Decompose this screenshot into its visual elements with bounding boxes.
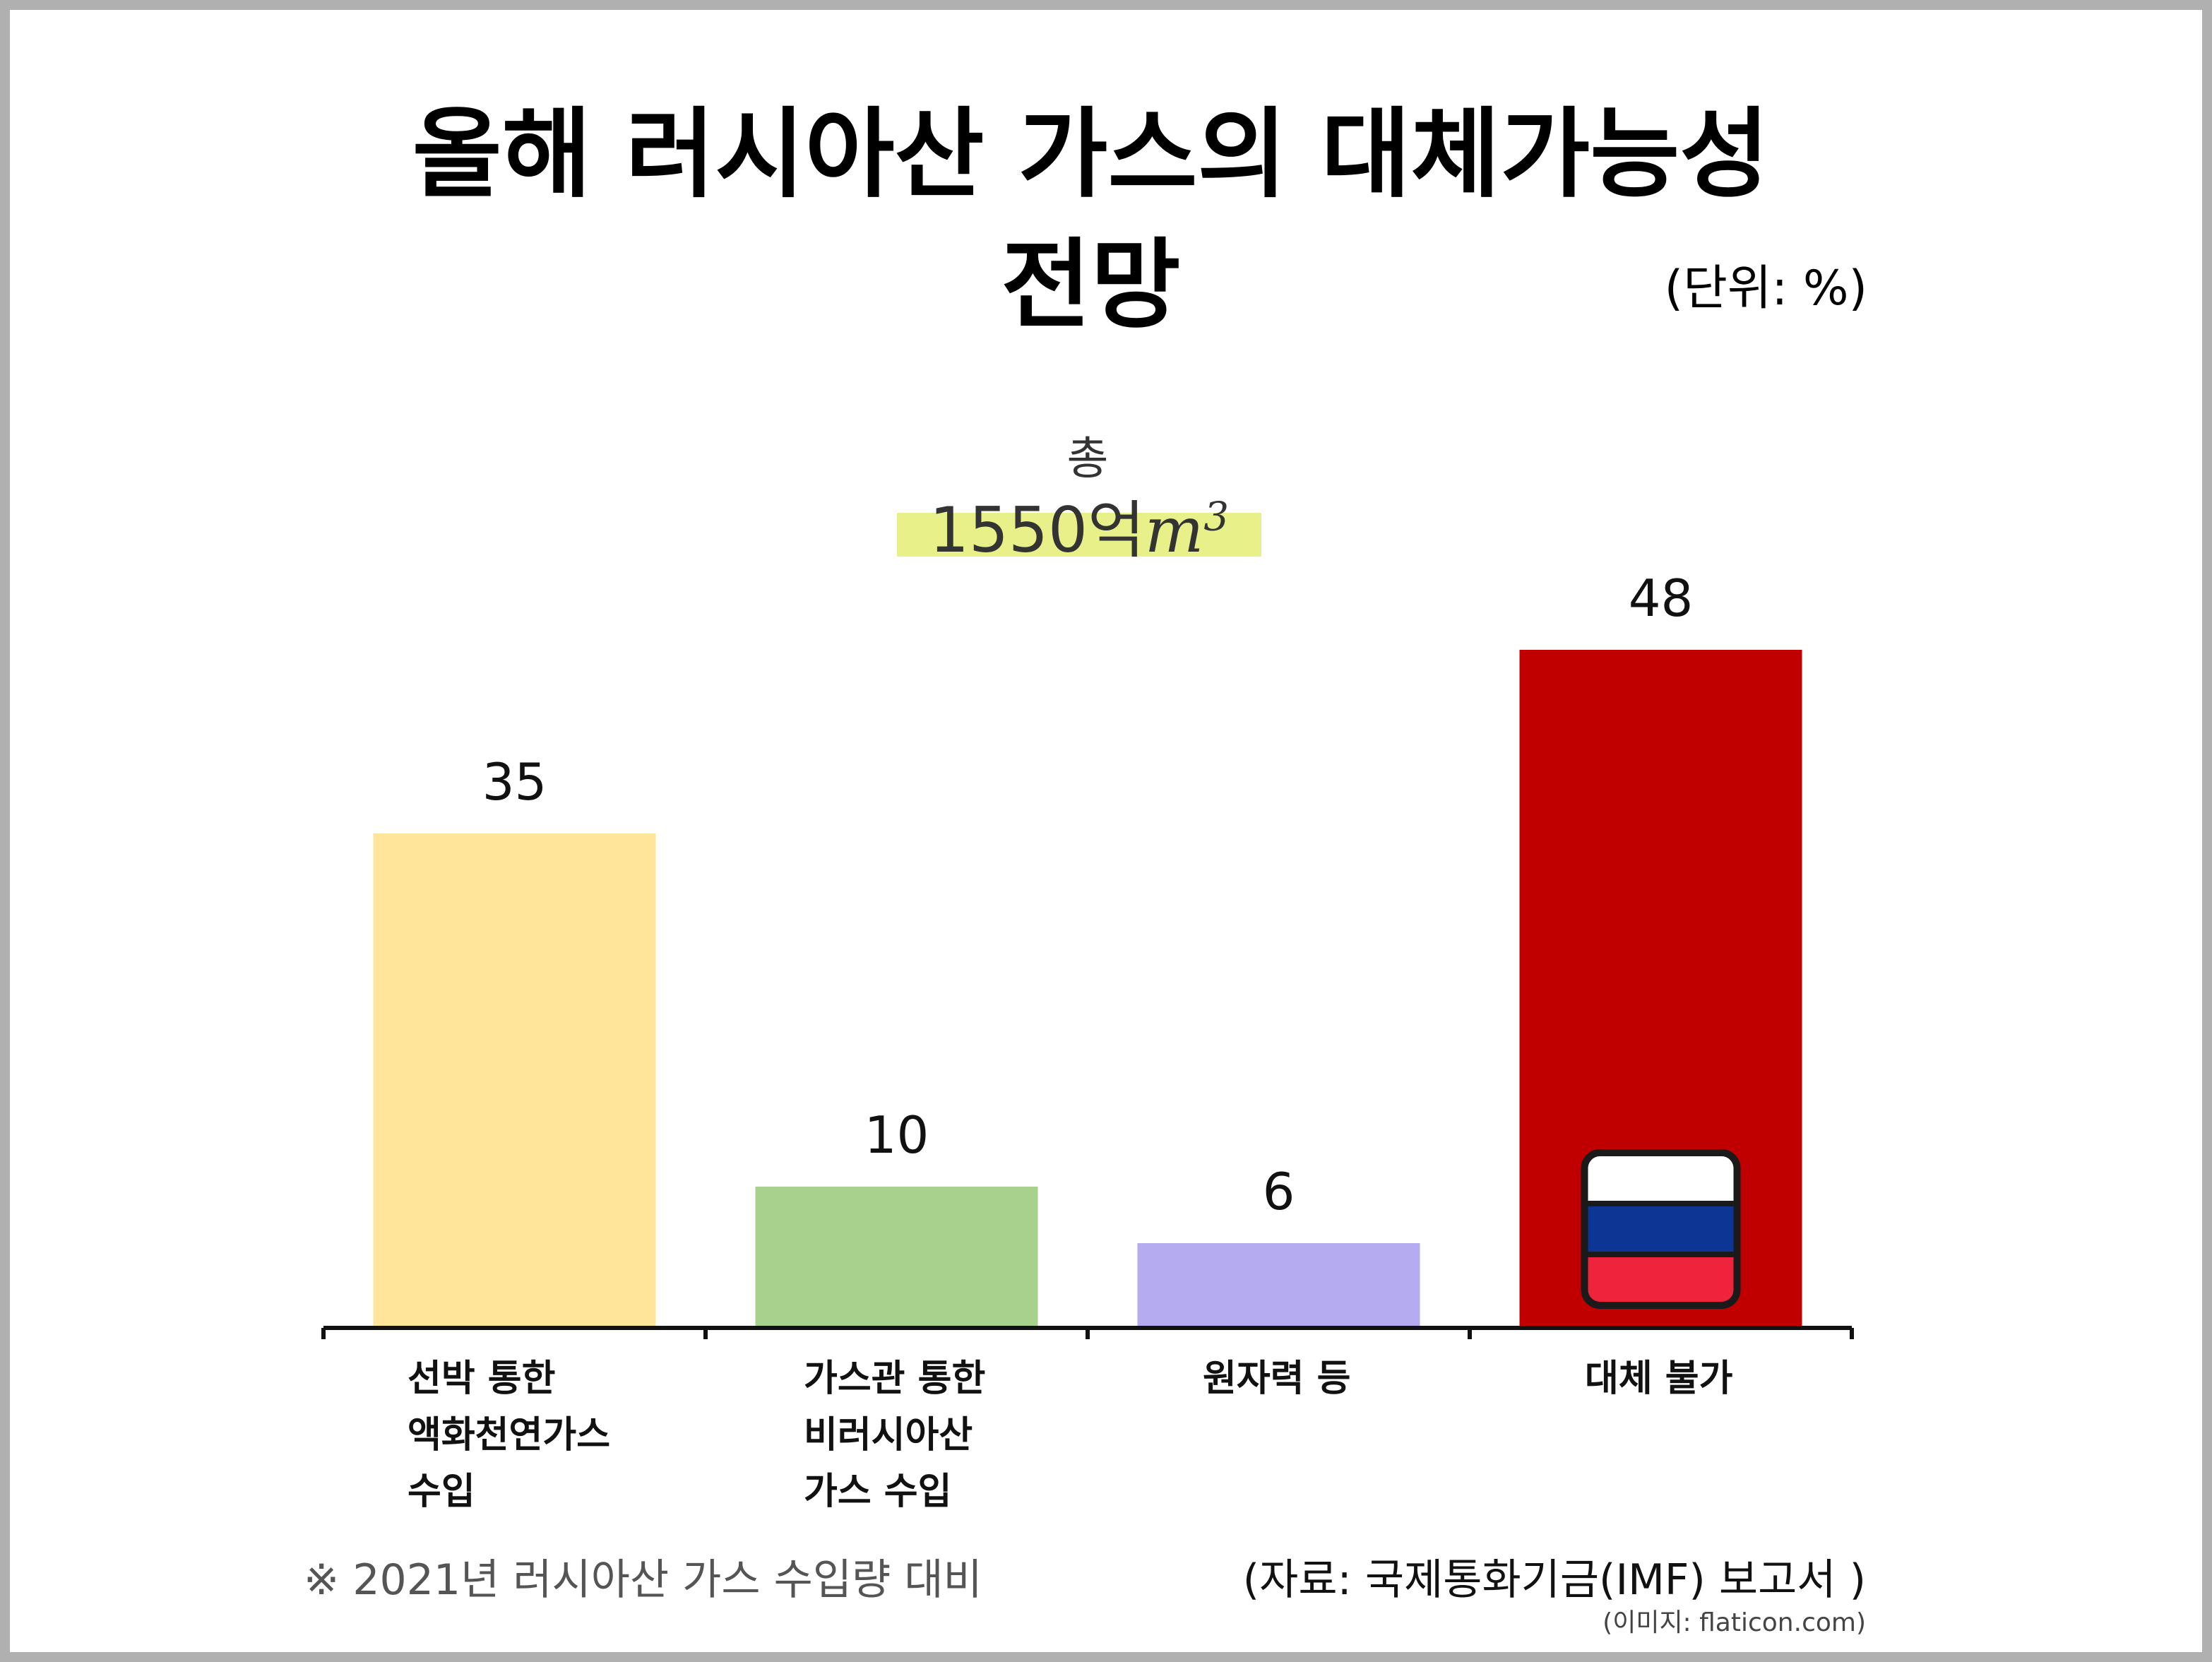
data-label: 48	[1629, 569, 1694, 628]
category-label-line: 비러시아산	[804, 1414, 973, 1456]
category-label-line: 가스관 통한	[804, 1358, 986, 1400]
image-credit: (이미지: flaticon.com)	[1602, 1608, 1866, 1637]
category-label-line: 수입	[408, 1471, 475, 1513]
category-label: 대체 불가	[1585, 1351, 1732, 1407]
chart-title-line-2: 전망	[1001, 228, 1181, 342]
bar	[373, 833, 656, 1328]
data-label: 10	[864, 1105, 929, 1165]
total-unit-base: m	[1144, 494, 1204, 566]
category-label-line: 선박 통한	[408, 1358, 556, 1400]
flag-stripe	[1584, 1254, 1737, 1305]
total-highlight	[897, 513, 1261, 557]
category-label-line: 대체 불가	[1585, 1358, 1733, 1400]
total-value: 1550억m3	[897, 480, 1261, 570]
category-label: 원자력 등	[1203, 1351, 1350, 1407]
bar	[755, 1187, 1038, 1328]
flag-stripe	[1584, 1204, 1737, 1255]
source-note: (자료: 국제통화기금(IMF) 보고서 )	[1242, 1555, 1866, 1605]
chart-title-line-1: 올해 러시아산 가스의 대체가능성	[412, 97, 1770, 211]
category-label-line: 가스 수입	[804, 1471, 952, 1513]
category-label-line: 원자력 등	[1203, 1358, 1351, 1400]
total-number: 1550억	[929, 494, 1145, 566]
russia-flag-icon	[1581, 1149, 1741, 1309]
footnote: ※ 2021년 러시아산 가스 수입량 대비	[304, 1555, 982, 1605]
total-label: 총	[1066, 433, 1109, 485]
unit-label: (단위: %)	[1664, 261, 1867, 316]
data-label: 6	[1263, 1162, 1295, 1221]
total-unit-exponent: 3	[1203, 494, 1229, 540]
data-label: 35	[482, 752, 547, 812]
bar	[1137, 1243, 1420, 1328]
flag-outline	[1581, 1149, 1741, 1309]
flag-stripe	[1584, 1153, 1737, 1204]
category-label-line: 액화천연가스	[408, 1414, 611, 1456]
